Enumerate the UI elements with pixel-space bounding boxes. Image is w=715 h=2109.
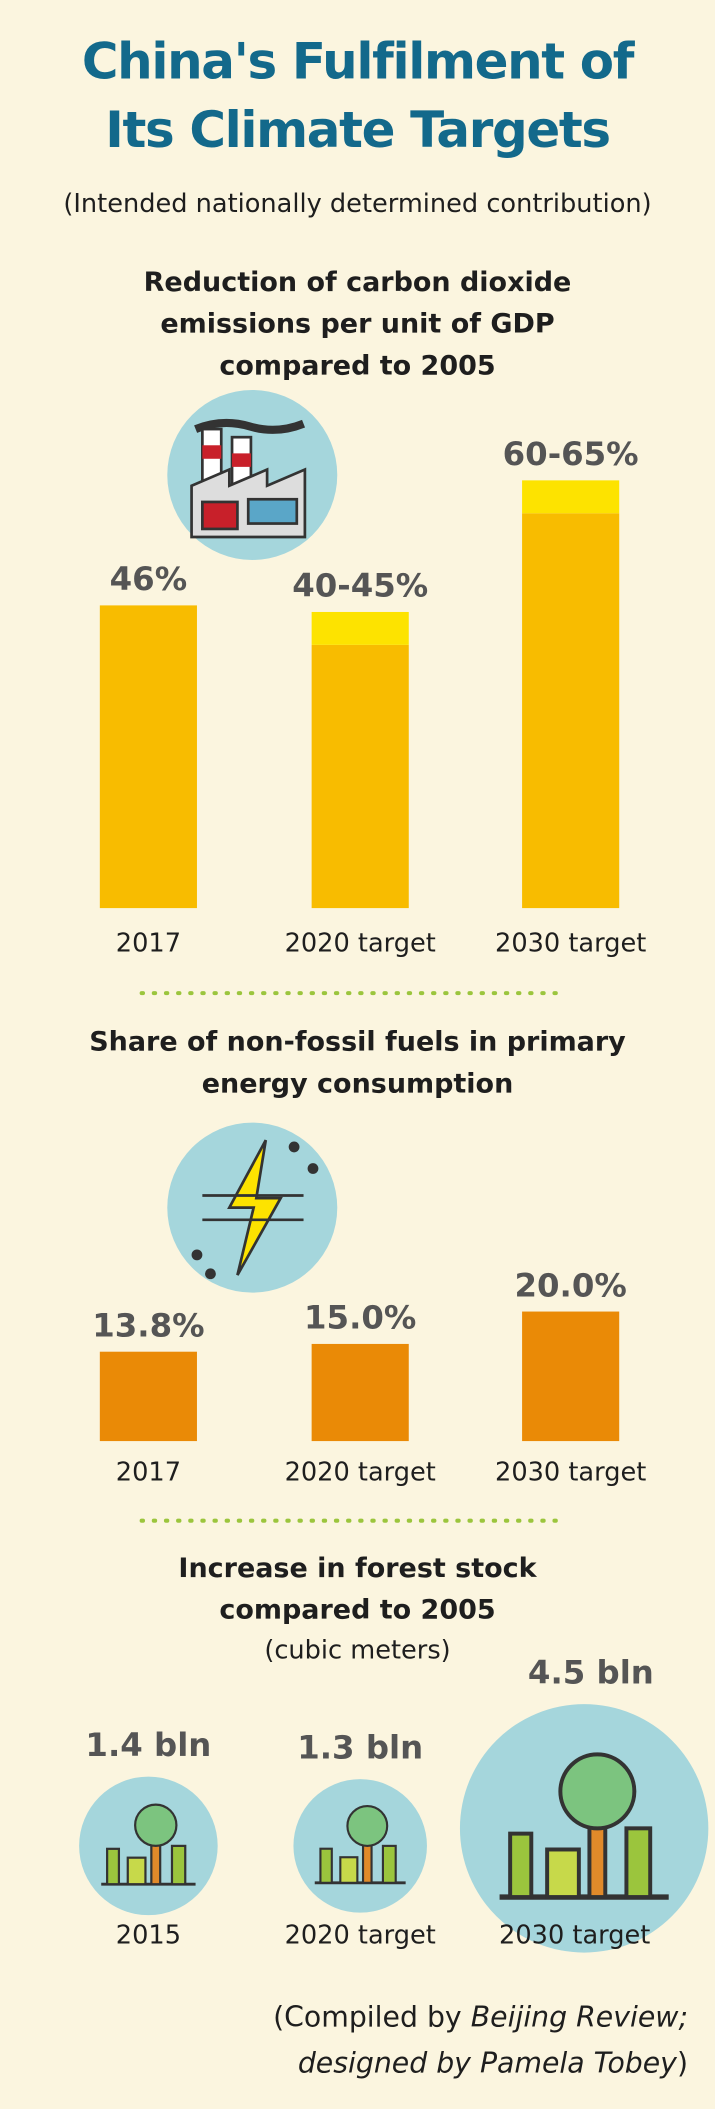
bush	[106, 1847, 121, 1886]
value-label: 13.8%	[92, 1306, 204, 1344]
title-line: China's Fulfilment of	[82, 32, 636, 90]
chart-title: energy consumption	[202, 1068, 514, 1099]
category-label: 2017	[116, 1457, 181, 1487]
energy-icon	[167, 1122, 338, 1293]
tree-icon	[314, 1805, 406, 1885]
footer: designed by Pamela Tobey)	[298, 2046, 688, 2079]
bar	[522, 1311, 620, 1442]
chart-title: compared to 2005	[219, 1595, 495, 1626]
value-label: 1.3 bln	[297, 1728, 423, 1766]
title-line: Its Climate Targets	[105, 101, 609, 159]
bush	[508, 1831, 534, 1900]
chart-subtitle: (cubic meters)	[264, 1636, 450, 1666]
bar	[311, 644, 409, 909]
crown	[346, 1805, 389, 1847]
category-label: 2020 target	[285, 929, 436, 959]
footer-text: )	[677, 2046, 688, 2079]
value-label: 46%	[110, 560, 187, 598]
footer-text: designed by Pamela Tobey	[298, 2046, 678, 2079]
value-label: 4.5 bln	[528, 1653, 654, 1691]
footer-text: Beijing Review;	[471, 2001, 688, 2034]
chart-title: Reduction of carbon dioxide	[144, 267, 572, 298]
bar	[99, 605, 197, 909]
value-label: 60-65%	[503, 435, 639, 473]
subtitle: (Intended nationally determined contribu…	[63, 189, 651, 219]
bush	[319, 1847, 333, 1884]
category-label: 2020 target	[285, 1457, 436, 1487]
bush	[545, 1847, 581, 1900]
category-label: 2020 target	[285, 1920, 436, 1950]
bubble	[79, 1776, 218, 1916]
value-label: 1.4 bln	[85, 1726, 211, 1764]
bush	[624, 1826, 653, 1900]
bar	[99, 1351, 197, 1442]
chart-title: Increase in forest stock	[178, 1553, 537, 1584]
bubble	[459, 1704, 709, 1953]
bar-range	[311, 611, 409, 645]
bar	[311, 1343, 409, 1442]
chart-title: compared to 2005	[219, 351, 495, 382]
category-label: 2017	[116, 929, 181, 959]
tree-icon	[499, 1752, 669, 1900]
value-label: 40-45%	[292, 567, 428, 605]
bush	[381, 1844, 397, 1884]
category-label: 2030 target	[495, 929, 646, 959]
chart-title: emissions per unit of GDP	[160, 309, 554, 340]
category-label: 2030 target	[499, 1920, 650, 1950]
crown	[134, 1803, 178, 1847]
bar	[522, 513, 620, 909]
footer: (Compiled by Beijing Review;	[273, 2001, 688, 2034]
value-label: 15.0%	[304, 1299, 416, 1337]
chart-title: Share of non-fossil fuels in primary	[89, 1027, 626, 1058]
bush	[339, 1856, 359, 1884]
factory-icon	[167, 389, 338, 560]
bush	[126, 1856, 147, 1886]
crown	[558, 1752, 637, 1831]
footer-text: (Compiled by	[273, 2001, 462, 2034]
bar-range	[522, 480, 620, 514]
value-label: 20.0%	[514, 1266, 626, 1304]
bubble	[293, 1779, 427, 1913]
category-label: 2030 target	[495, 1457, 646, 1487]
bush	[170, 1844, 187, 1886]
category-label: 2015	[116, 1920, 181, 1950]
tree-icon	[101, 1803, 196, 1886]
